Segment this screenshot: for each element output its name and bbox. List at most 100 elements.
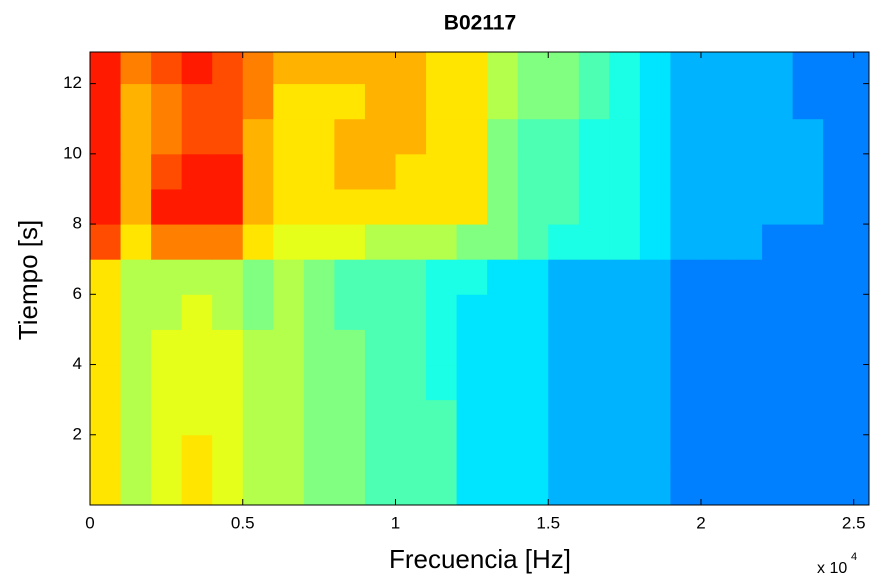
heatmap-cell [578, 188, 610, 225]
heatmap-cell [731, 294, 763, 330]
heatmap-cell [456, 434, 488, 471]
heatmap-cell [273, 259, 305, 295]
heatmap-cell [823, 153, 855, 190]
heatmap-cell [517, 52, 549, 85]
heatmap-cell [181, 259, 213, 295]
heatmap-cell [792, 399, 824, 436]
heatmap-cell [823, 118, 855, 155]
heatmap-cell [639, 188, 671, 225]
heatmap-cell [395, 469, 427, 506]
heatmap-cell [609, 118, 641, 155]
heatmap-cell [609, 83, 641, 120]
heatmap-cell [181, 364, 213, 401]
heatmap-cell [334, 329, 366, 366]
heatmap-cell [762, 364, 794, 401]
heatmap-cell [517, 118, 549, 155]
heatmap-cell [364, 259, 396, 295]
heatmap-cell [334, 364, 366, 401]
heatmap-cell [364, 469, 396, 506]
heatmap-cell [212, 399, 244, 436]
heatmap-cell [181, 52, 213, 85]
x-tick-label: 2.5 [842, 513, 866, 532]
heatmap-cell [517, 399, 549, 436]
heatmap-cell [853, 52, 870, 85]
heatmap-cell [90, 364, 122, 401]
y-tick-label: 4 [73, 354, 82, 373]
heatmap-cell [517, 329, 549, 366]
heatmap-cell [212, 259, 244, 295]
heatmap-cell [731, 52, 763, 85]
heatmap-cell [700, 52, 733, 85]
heatmap-cell [762, 153, 794, 190]
heatmap-cell [823, 469, 855, 506]
heatmap-cell [273, 294, 305, 330]
heatmap-cell [517, 188, 549, 225]
heatmap-cell [395, 434, 427, 471]
heatmap-cell [334, 434, 366, 471]
heatmap-cell [181, 118, 213, 155]
heatmap-cell [303, 469, 335, 506]
heatmap-cell [487, 399, 519, 436]
heatmap-cell [639, 153, 671, 190]
heatmap-cell [456, 469, 488, 506]
heatmap-cell [364, 188, 396, 225]
heatmap-cell [578, 224, 610, 260]
heatmap-cell [90, 52, 122, 85]
heatmap-cell [670, 329, 702, 366]
heatmap-cell [181, 399, 213, 436]
x-tick-label: 2 [696, 513, 705, 532]
heatmap-cell [273, 153, 305, 190]
heatmap-cell [181, 188, 213, 225]
heatmap-cell [731, 153, 763, 190]
heatmap-cell [853, 118, 870, 155]
heatmap-cell [578, 259, 610, 295]
y-tick-label: 12 [63, 73, 82, 92]
heatmap-cell [151, 259, 183, 295]
x-tick-label: 1 [391, 513, 400, 532]
heatmap-cell [700, 259, 733, 295]
heatmap-cell [90, 294, 122, 330]
heatmap-cell [517, 469, 549, 506]
heatmap-cell [670, 294, 702, 330]
heatmap-cell [151, 434, 183, 471]
heatmap-cell [853, 153, 870, 190]
heatmap-cell [426, 153, 458, 190]
heatmap-cell [700, 434, 733, 471]
heatmap-cell [853, 364, 870, 401]
heatmap-cell [212, 434, 244, 471]
heatmap-cell [120, 52, 152, 85]
heatmap-cell [792, 224, 824, 260]
heatmap-cell [609, 469, 641, 506]
heatmap-cell [456, 153, 488, 190]
heatmap-cell [670, 52, 702, 85]
heatmap-cell [517, 294, 549, 330]
heatmap-cell [90, 259, 122, 295]
heatmap-cell [151, 188, 183, 225]
heatmap-cell [487, 153, 519, 190]
heatmap-cell [762, 83, 794, 120]
heatmap-cell [853, 259, 870, 295]
heatmap-cell [517, 83, 549, 120]
heatmap-cell [426, 364, 458, 401]
heatmap-cell [731, 329, 763, 366]
heatmap-cell [639, 469, 671, 506]
heatmap-cell [364, 153, 396, 190]
heatmap-cell [487, 259, 519, 295]
heatmap-cell [731, 259, 763, 295]
heatmap-cell [303, 434, 335, 471]
heatmap-cell [548, 469, 580, 506]
heatmap-cell [364, 224, 396, 260]
heatmap-cell [212, 294, 244, 330]
heatmap-cell [639, 399, 671, 436]
heatmap-cell [364, 52, 396, 85]
heatmap-cell [487, 83, 519, 120]
heatmap-cell [639, 52, 671, 85]
heatmap-cell [212, 153, 244, 190]
heatmap-cell [334, 469, 366, 506]
heatmap-cell [364, 294, 396, 330]
heatmap-cell [120, 434, 152, 471]
heatmap-cell [578, 118, 610, 155]
heatmap-cell [670, 118, 702, 155]
heatmap-cell [212, 224, 244, 260]
heatmap-cell [426, 329, 458, 366]
